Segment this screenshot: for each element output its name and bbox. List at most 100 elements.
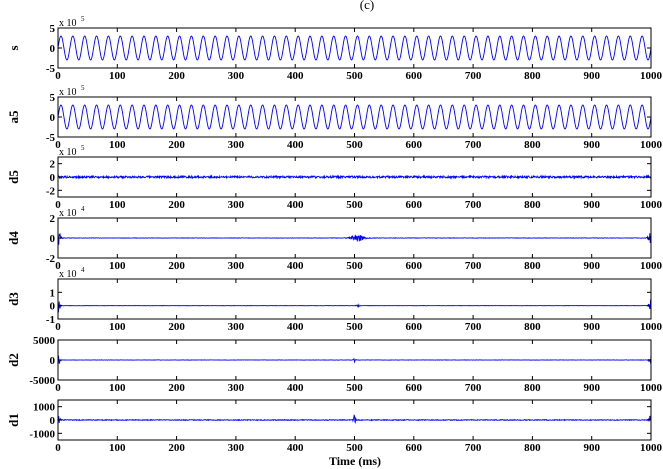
x-tick-label: 200 [168,321,185,333]
x-tick-label: 1000 [640,139,663,151]
x-tick-label: 500 [346,139,363,151]
x-tick-label: 400 [287,321,304,333]
x-tick-label: 800 [524,139,541,151]
x-tick-label: 900 [583,260,600,272]
y-tick-label: 1 [50,287,56,299]
x-tick-label: 1000 [640,260,663,272]
x-tick-label: 1000 [640,442,663,454]
y-tick-label: 0 [50,43,56,55]
x-tick-label: 500 [346,260,363,272]
y-axis-label-d4: d4 [6,231,21,245]
x-tick-label: 900 [583,139,600,151]
x-tick-label: 100 [109,199,126,211]
x-tick-label: 900 [583,442,600,454]
x-tick-label: 300 [228,382,245,394]
x-tick-label: 700 [465,260,482,272]
signal-line-d1 [58,414,651,424]
y-tick-label: -5 [46,63,56,75]
axis-exponent-base: x 10 [59,87,77,98]
signal-line-d5 [58,174,651,180]
x-tick-label: 200 [168,139,185,151]
y-tick-label: -1 [46,314,55,326]
figure-title: (c) [360,0,374,12]
x-tick-label: 600 [406,139,423,151]
signal-line-s [58,35,651,61]
x-tick-label: 200 [168,70,185,82]
y-tick-label: 0 [50,172,56,184]
x-tick-label: 600 [406,199,423,211]
x-tick-label: 1000 [640,199,663,211]
x-tick-label: 600 [406,70,423,82]
signal-line-d3 [58,299,651,313]
x-tick-label: 500 [346,199,363,211]
x-tick-label: 800 [524,70,541,82]
x-axis-label: Time (ms) [329,454,381,468]
axis-exponent-power: 5 [81,144,85,152]
x-tick-label: 0 [55,260,61,272]
x-tick-label: 500 [346,442,363,454]
x-tick-label: 100 [109,70,126,82]
x-tick-label: 0 [55,442,61,454]
x-tick-label: 0 [55,199,61,211]
x-tick-label: 600 [406,382,423,394]
panels-group: 0 100 200 300 400 500 600 700 800 900 1000-505 x 10… [6,15,663,454]
x-tick-label: 700 [465,199,482,211]
y-axis-label-d1: d1 [6,413,21,427]
x-tick-label: 700 [465,442,482,454]
y-tick-label: -1000 [29,428,55,440]
y-tick-label: 5 [50,23,56,35]
y-axis-label-s: s [6,45,21,50]
x-tick-label: 1000 [640,382,663,394]
panel-d4: 0 100 200 300 400 500 600 700 800 900 1000-202 x 10… [6,205,663,272]
y-tick-label: 2 [50,159,56,171]
x-tick-label: 700 [465,321,482,333]
x-tick-label: 100 [109,382,126,394]
y-axis-label-d5: d5 [6,170,21,184]
x-tick-label: 200 [168,382,185,394]
signal-line-d4 [58,232,651,245]
x-tick-label: 900 [583,199,600,211]
axis-exponent-power: 5 [81,15,85,23]
y-tick-label: -5000 [29,375,55,387]
x-tick-label: 600 [406,442,423,454]
x-tick-label: 400 [287,260,304,272]
axis-exponent-base: x 10 [59,18,77,29]
y-tick-label: 0 [50,415,56,427]
y-tick-label: 0 [50,112,56,124]
signal-line-d2 [58,354,651,364]
x-tick-label: 400 [287,382,304,394]
y-axis-label-a5: a5 [6,110,21,124]
x-tick-label: 500 [346,382,363,394]
x-tick-label: 200 [168,199,185,211]
x-tick-label: 800 [524,442,541,454]
x-tick-label: 100 [109,442,126,454]
x-tick-label: 1000 [640,70,663,82]
x-tick-label: 300 [228,139,245,151]
y-axis-label-d3: d3 [6,292,21,306]
signal-line-a5 [58,104,651,130]
x-tick-label: 300 [228,260,245,272]
y-tick-label: 1000 [33,402,56,414]
axis-exponent-base: x 10 [59,269,77,280]
y-tick-label: 2 [50,213,56,225]
axis-exponent-base: x 10 [59,147,77,158]
x-tick-label: 300 [228,199,245,211]
x-tick-label: 700 [465,382,482,394]
y-tick-label: 0 [50,233,56,245]
x-tick-label: 0 [55,321,61,333]
y-tick-label: -5 [46,132,56,144]
x-tick-label: 100 [109,260,126,272]
axes-box [57,278,652,320]
axis-exponent-power: 4 [81,205,85,213]
y-tick-label: -2 [46,185,56,197]
x-tick-label: 100 [109,321,126,333]
y-axis-label-d2: d2 [6,353,21,367]
y-tick-label: 0 [50,355,56,367]
axis-exponent-base: x 10 [59,208,77,219]
panel-d3: 0 100 200 300 400 500 600 700 800 900 1000 -10 1x 10… [6,266,663,333]
x-tick-label: 500 [346,321,363,333]
x-tick-label: 300 [228,442,245,454]
y-tick-label: 5 [50,92,56,104]
